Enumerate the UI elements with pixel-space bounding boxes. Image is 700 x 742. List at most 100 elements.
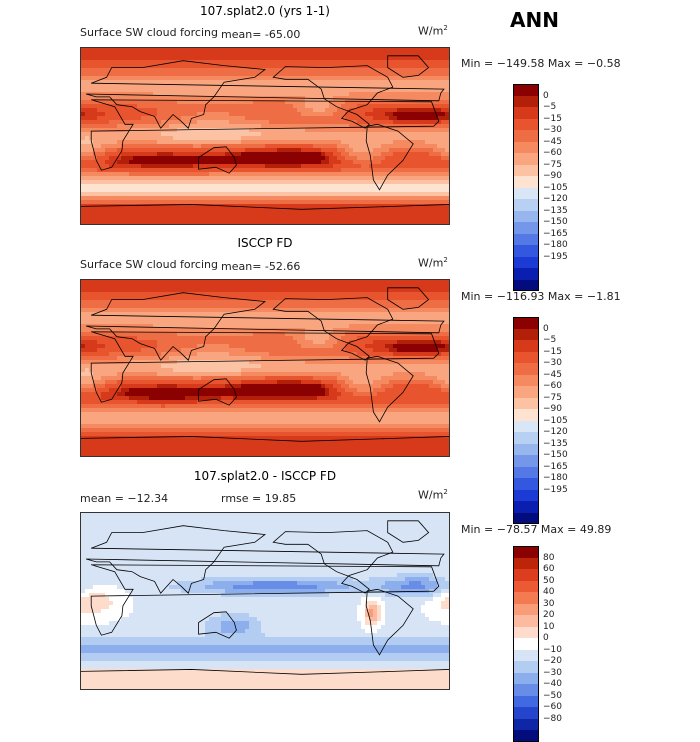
map-cell: [165, 184, 170, 189]
map-cell: [217, 192, 222, 197]
map-cell: [157, 88, 162, 93]
map-cell: [337, 192, 342, 197]
map-cell: [289, 140, 294, 145]
map-cell: [409, 188, 414, 193]
map-cell: [313, 48, 318, 53]
map-cell: [265, 60, 270, 65]
map-cell: [321, 76, 326, 81]
map-cell: [105, 140, 110, 145]
map-cell: [125, 68, 130, 73]
map-cell: [341, 300, 346, 305]
map-cell: [189, 104, 194, 109]
map-cell: [341, 60, 346, 65]
map-cell: [213, 288, 218, 293]
map-cell: [333, 292, 338, 297]
map-cell: [349, 48, 354, 53]
map-cell: [249, 52, 254, 57]
map-cell: [269, 56, 274, 61]
map-cell: [241, 140, 246, 145]
map-cell: [89, 76, 94, 81]
map-cell: [157, 292, 162, 297]
map-cell: [397, 144, 402, 149]
map-cell: [301, 208, 306, 213]
map-cell: [281, 96, 286, 101]
map-cell: [189, 136, 194, 141]
map-cell: [317, 148, 322, 153]
map-cell: [385, 56, 390, 61]
map-cell: [249, 292, 254, 297]
map-cell: [181, 280, 186, 285]
map-cell: [101, 64, 106, 69]
map-cell: [317, 176, 322, 181]
map-cell: [137, 76, 142, 81]
map-cell: [81, 48, 86, 53]
map-cell: [245, 160, 250, 165]
map-cell: [401, 192, 406, 197]
map-cell: [265, 80, 270, 85]
map-cell: [253, 176, 258, 181]
map-cell: [421, 76, 426, 81]
map-cell: [441, 200, 446, 205]
map-cell: [173, 152, 178, 157]
map-cell: [345, 168, 350, 173]
map-cell: [357, 76, 362, 81]
map-cell: [373, 152, 378, 157]
map-cell: [445, 132, 449, 137]
map-cell: [137, 48, 142, 53]
map-cell: [285, 132, 290, 137]
map-cell: [173, 76, 178, 81]
map-cell: [293, 68, 298, 73]
map-cell: [117, 288, 122, 293]
map-cell: [301, 172, 306, 177]
map-cell: [109, 56, 114, 61]
map-cell: [289, 112, 294, 117]
map-cell: [225, 76, 230, 81]
map-cell: [281, 148, 286, 153]
map-cell: [441, 100, 446, 105]
map-cell: [349, 196, 354, 201]
map-cell: [197, 300, 202, 305]
map-cell: [117, 220, 122, 224]
map-cell: [201, 48, 206, 53]
map-cell: [277, 88, 282, 93]
map-cell: [437, 188, 442, 193]
map-cell: [393, 208, 398, 213]
map-cell: [269, 148, 274, 153]
map-cell: [337, 316, 342, 321]
map-cell: [441, 216, 446, 221]
map-cell: [437, 196, 442, 201]
map-cell: [245, 300, 250, 305]
map-cell: [201, 80, 206, 85]
map-cell: [389, 116, 394, 121]
map-cell: [377, 116, 382, 121]
map-cell: [401, 300, 406, 305]
map-cell: [421, 216, 426, 221]
map-cell: [177, 216, 182, 221]
map-cell: [309, 68, 314, 73]
map-cell: [397, 308, 402, 313]
map-cell: [349, 164, 354, 169]
map-cell: [121, 104, 126, 109]
map-cell: [265, 108, 270, 113]
map-cell: [101, 132, 106, 137]
map-cell: [145, 52, 150, 57]
map-cell: [201, 200, 206, 205]
map-cell: [201, 216, 206, 221]
map-cell: [397, 92, 402, 97]
map-cell: [225, 288, 230, 293]
map-cell: [177, 160, 182, 165]
map-cell: [373, 144, 378, 149]
map-cell: [213, 316, 218, 321]
map-cell: [201, 176, 206, 181]
map-cell: [121, 176, 126, 181]
map-cell: [249, 152, 254, 157]
map-cell: [305, 152, 310, 157]
map-cell: [309, 88, 314, 93]
map-cell: [181, 188, 186, 193]
map-cell: [181, 112, 186, 117]
map-cell: [165, 88, 170, 93]
map-cell: [141, 164, 146, 169]
map-cell: [189, 160, 194, 165]
map-cell: [157, 136, 162, 141]
map-cell: [157, 196, 162, 201]
